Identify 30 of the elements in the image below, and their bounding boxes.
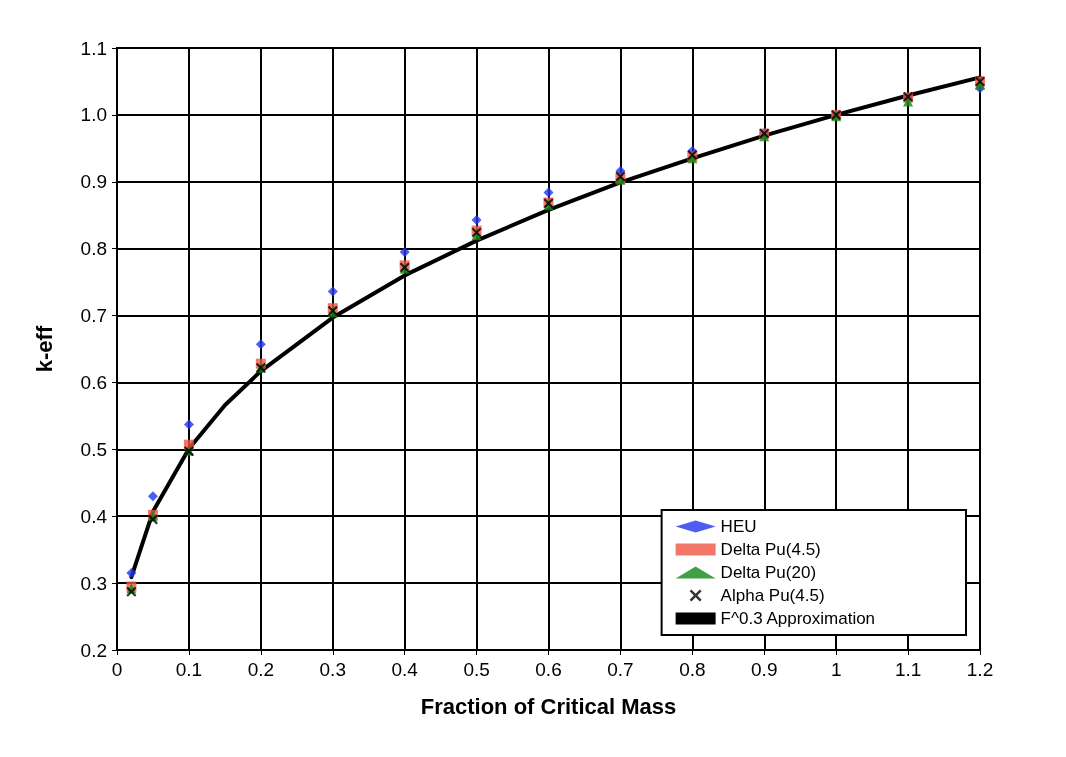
x-tick-label: 0.3	[319, 659, 346, 680]
x-tick-label: 1.2	[966, 659, 994, 680]
y-tick-label: 0.5	[80, 438, 107, 460]
y-tick-label: 0.7	[80, 305, 107, 327]
x-tick-label: 0	[111, 659, 123, 680]
legend-label: Delta Pu(4.5)	[720, 540, 821, 559]
legend-label: Delta Pu(20)	[720, 563, 817, 582]
x-tick-label: 0.2	[247, 659, 275, 680]
y-tick-label: 1.1	[80, 37, 107, 59]
legend-label: HEU	[720, 517, 757, 536]
x-tick-label: 0.4	[391, 659, 419, 680]
legend-label: F^0.3 Approximation	[720, 609, 876, 628]
x-tick-label: 0.9	[751, 659, 778, 680]
x-tick-label: 1.1	[894, 659, 922, 680]
y-tick-label: 1.0	[80, 104, 107, 126]
x-tick-label: 1	[830, 659, 842, 680]
y-tick-label: 0.4	[80, 505, 108, 527]
y-tick-label: 0.9	[80, 171, 107, 193]
y-tick-label: 0.2	[80, 639, 107, 661]
x-tick-label: 0.5	[463, 659, 490, 680]
y-tick-label: 0.6	[80, 371, 107, 393]
y-axis-title: k-eff	[31, 325, 57, 373]
x-tick-label: 0.8	[679, 659, 706, 680]
x-tick-label: 0.1	[175, 659, 203, 680]
x-axis-title: Fraction of Critical Mass	[420, 693, 677, 719]
y-tick-label: 0.8	[80, 238, 107, 260]
legend-label: Alpha Pu(4.5)	[720, 586, 825, 605]
x-tick-label: 0.6	[535, 659, 562, 680]
x-tick-label: 0.7	[607, 659, 634, 680]
y-tick-label: 0.3	[80, 572, 107, 594]
